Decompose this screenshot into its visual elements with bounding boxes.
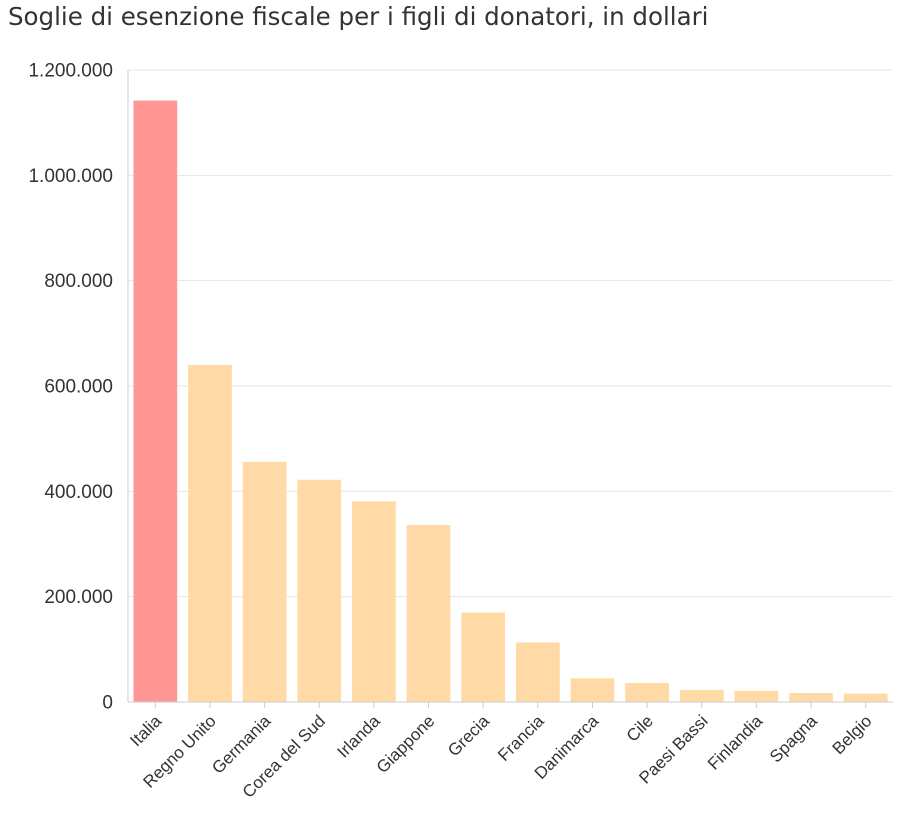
bar — [570, 678, 615, 702]
x-tick-label: Belgio — [829, 711, 876, 758]
x-tick-label: Irlanda — [334, 711, 385, 762]
y-tick-label: 600.000 — [44, 377, 113, 398]
chart-title: Soglie di esenzione fiscale per i figli … — [8, 2, 709, 31]
x-tick-label: Finlandia — [704, 711, 767, 774]
bar — [406, 525, 451, 702]
bar — [297, 479, 342, 702]
x-tick-label: Spagna — [766, 711, 821, 766]
bar — [843, 693, 888, 702]
y-tick-label: 1.200.000 — [28, 61, 113, 82]
y-tick-label: 200.000 — [44, 587, 113, 608]
y-tick-label: 400.000 — [44, 482, 113, 503]
bar — [625, 683, 669, 702]
x-tick-label: Cile — [623, 711, 657, 745]
x-tick-label: Francia — [494, 711, 548, 765]
bar — [133, 100, 178, 702]
x-tick-label: Giappone — [373, 711, 439, 777]
x-tick-label: Italia — [126, 711, 165, 750]
bar — [734, 690, 779, 702]
bar — [242, 461, 287, 702]
y-tick-label: 1.000.000 — [28, 166, 113, 187]
bar — [679, 689, 724, 702]
bar — [515, 642, 560, 702]
bar — [352, 501, 396, 702]
x-tick-label: Grecia — [444, 711, 493, 760]
bar — [789, 693, 833, 702]
bar — [188, 364, 232, 702]
y-tick-label: 0 — [102, 693, 113, 714]
bar — [461, 612, 506, 702]
y-tick-label: 800.000 — [44, 271, 113, 292]
